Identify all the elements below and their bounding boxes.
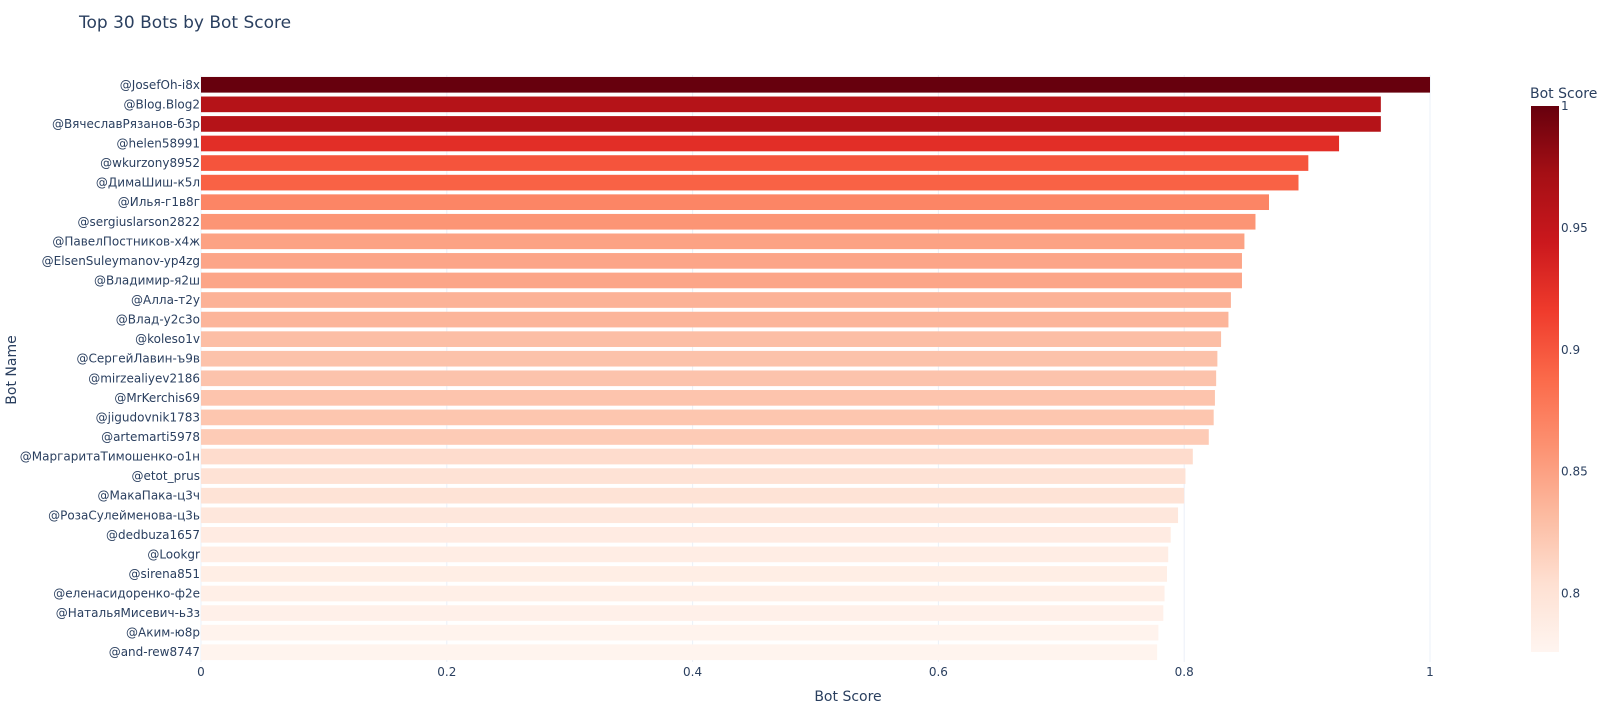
y-tick-label: @dedbuza1657 bbox=[106, 528, 200, 542]
y-tick-label: @Аким-ю8р bbox=[126, 626, 200, 640]
y-tick-label: @etot_prus bbox=[131, 469, 200, 483]
x-tick-label: 1 bbox=[1426, 665, 1434, 679]
y-tick-label: @ВячеславРязанов-б3р bbox=[52, 117, 200, 131]
y-tick-label: @СергейЛавин-ъ9в bbox=[77, 352, 200, 366]
y-tick-label: @Владимир-я2ш bbox=[94, 273, 200, 287]
bar bbox=[201, 409, 1214, 426]
y-tick-label: @МакаПака-ц3ч bbox=[97, 489, 200, 503]
y-tick-label: @ElsenSuleymanov-yp4zg bbox=[42, 254, 200, 268]
y-tick-label: @mirzealiyev2186 bbox=[88, 371, 200, 385]
y-tick-label: @Илья-г1в8г bbox=[118, 195, 200, 209]
x-tick-labels: 0 0.2 0.4 0.6 0.8 1 bbox=[197, 665, 1434, 679]
colorbar-title: Bot Score bbox=[1530, 86, 1597, 102]
y-tick-label: @еленасидоренко-ф2е bbox=[53, 587, 200, 601]
y-tick-label: @koleso1v bbox=[135, 332, 200, 346]
colorbar-tick-label: 0.8 bbox=[1561, 587, 1580, 601]
bar bbox=[201, 566, 1167, 582]
bars bbox=[201, 76, 1430, 661]
colorbar bbox=[1531, 106, 1559, 652]
chart-title: Top 30 Bots by Bot Score bbox=[78, 13, 291, 33]
bar bbox=[201, 292, 1231, 308]
bar bbox=[201, 311, 1229, 328]
y-tick-label: @РозаСулейменова-ц3ь bbox=[48, 508, 200, 522]
bar bbox=[201, 507, 1179, 524]
y-tick-label: @jigudovnik1783 bbox=[96, 410, 200, 424]
y-tick-label: @sergiuslarson2822 bbox=[77, 215, 200, 229]
bar bbox=[201, 253, 1242, 269]
colorbar-tick-label: 0.95 bbox=[1561, 221, 1588, 235]
bar bbox=[201, 155, 1309, 171]
bar bbox=[201, 116, 1381, 132]
bar bbox=[201, 96, 1381, 113]
bar bbox=[201, 76, 1430, 93]
bar bbox=[201, 174, 1299, 191]
y-tick-label: @Blog.Blog2 bbox=[124, 97, 201, 111]
bar bbox=[201, 213, 1256, 230]
y-tick-label: @ПавелПостников-х4ж bbox=[52, 234, 200, 248]
colorbar-tick-label: 0.85 bbox=[1561, 465, 1588, 479]
bar bbox=[201, 331, 1222, 347]
y-tick-label: @MrKerchis69 bbox=[114, 391, 200, 405]
y-tick-labels: @JosefOh-i8x @Blog.Blog2 @ВячеславРязанов-… bbox=[20, 78, 200, 659]
bar bbox=[201, 233, 1245, 250]
x-tick-label: 0.6 bbox=[929, 665, 948, 679]
x-tick-label: 0.8 bbox=[1175, 665, 1194, 679]
y-tick-label: @Влад-у2с3о bbox=[116, 313, 200, 327]
bar bbox=[201, 194, 1270, 211]
y-tick-label: @and-rew8747 bbox=[109, 645, 200, 659]
y-tick-label: @ДимаШиш-к5л bbox=[96, 176, 200, 190]
y-tick-label: @artemarti5978 bbox=[101, 430, 200, 444]
x-tick-label: 0.2 bbox=[437, 665, 456, 679]
bar bbox=[201, 468, 1186, 484]
bar bbox=[201, 605, 1164, 621]
y-tick-label: @МаргаритаТимошенко-о1н bbox=[20, 450, 200, 464]
bar bbox=[201, 272, 1242, 289]
bar bbox=[201, 546, 1169, 563]
colorbar-tick-label: 0.9 bbox=[1561, 343, 1580, 357]
y-tick-label: @wkurzony8952 bbox=[100, 156, 200, 170]
y-tick-label: @Lookgr bbox=[147, 547, 200, 561]
bar bbox=[201, 644, 1158, 661]
y-axis-title: Bot Name bbox=[4, 335, 20, 404]
y-tick-label: @Алла-т2у bbox=[131, 293, 200, 307]
bar bbox=[201, 526, 1171, 543]
bar bbox=[201, 448, 1193, 465]
y-tick-label: @НатальяМисевич-ь3з bbox=[56, 606, 200, 620]
bar bbox=[201, 487, 1185, 504]
bar bbox=[201, 624, 1159, 641]
bar bbox=[201, 585, 1165, 602]
bar bbox=[201, 390, 1215, 406]
y-tick-label: @helen58991 bbox=[117, 136, 200, 150]
x-axis-title: Bot Score bbox=[814, 689, 881, 705]
bar bbox=[201, 370, 1217, 387]
bar bbox=[201, 429, 1209, 445]
bar bbox=[201, 135, 1340, 152]
y-tick-label: @JosefOh-i8x bbox=[120, 78, 200, 92]
colorbar-tick-labels: 0.8 0.85 0.9 0.95 1 bbox=[1561, 99, 1588, 601]
y-tick-label: @sirena851 bbox=[128, 567, 200, 581]
gridlines bbox=[200, 75, 1431, 662]
colorbar-tick-label: 1 bbox=[1561, 99, 1569, 113]
x-tick-label: 0.4 bbox=[683, 665, 702, 679]
bar bbox=[201, 350, 1218, 367]
x-tick-label: 0 bbox=[197, 665, 205, 679]
